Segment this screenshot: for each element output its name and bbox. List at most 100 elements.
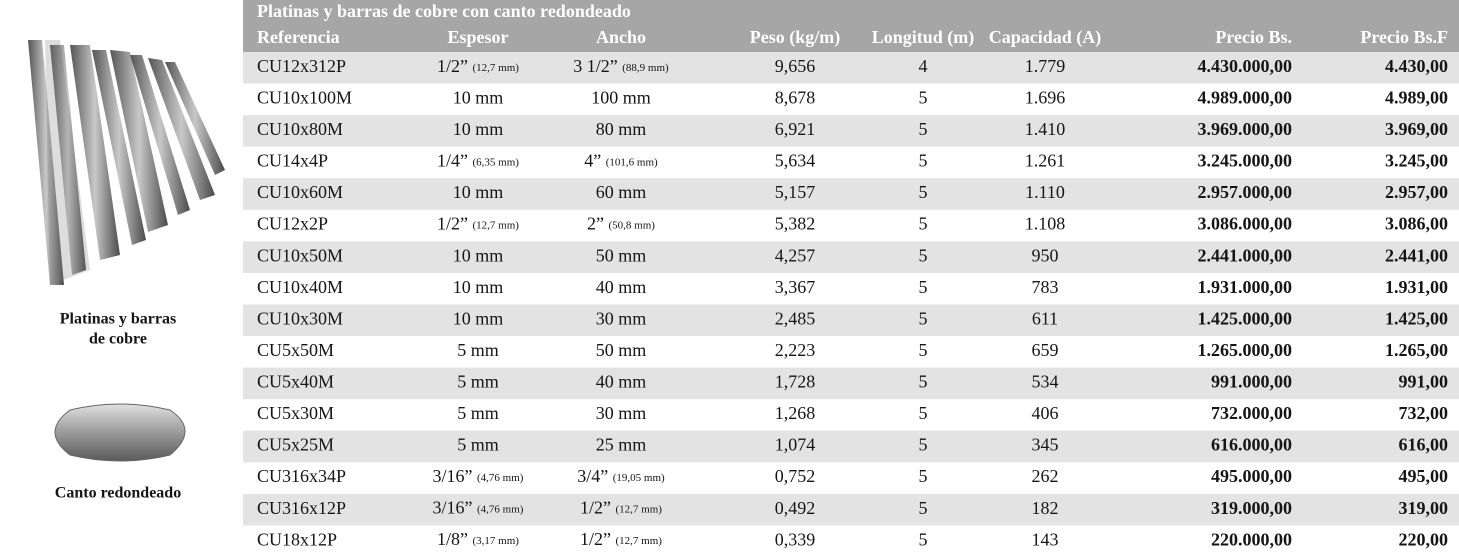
cell: 991.000,00 <box>1211 372 1292 392</box>
cell: 406 <box>1032 403 1059 423</box>
cell-note: (101,6 mm) <box>606 156 658 168</box>
cell: 10 mm <box>453 87 504 107</box>
cell: CU316x34P <box>257 466 346 486</box>
cell: 2,223 <box>775 340 816 360</box>
cell: 1,074 <box>775 435 816 455</box>
cell: 220,00 <box>1399 529 1449 549</box>
cell-note: (12,7 mm) <box>473 61 520 73</box>
cell: 1.696 <box>1025 87 1066 107</box>
cell: 3/16” (4,76 mm) <box>433 466 524 486</box>
cell: 4.989,00 <box>1385 87 1448 107</box>
cell: 5 <box>919 466 928 486</box>
cell: 5 <box>919 119 928 139</box>
cell: 659 <box>1032 340 1059 360</box>
cell: 1/8” (3,17 mm) <box>437 529 519 549</box>
column-header: Capacidad (A) <box>989 27 1102 48</box>
cell: 2.441,00 <box>1385 245 1448 265</box>
cell: 732,00 <box>1399 403 1449 423</box>
cell: 5 <box>919 403 928 423</box>
cell: 10 mm <box>453 119 504 139</box>
caption: Canto redondeado <box>55 485 181 502</box>
cell: 1.931.000,00 <box>1198 277 1293 297</box>
cell-note: (19,05 mm) <box>613 472 665 484</box>
cell-note: (4,76 mm) <box>477 472 524 484</box>
cell: 40 mm <box>596 277 647 297</box>
cell-note: (3,17 mm) <box>473 535 520 547</box>
cell: 182 <box>1032 498 1059 518</box>
cell: CU5x30M <box>257 403 334 423</box>
cell: CU10x100M <box>257 87 352 107</box>
cell: 991,00 <box>1399 372 1449 392</box>
cell: 100 mm <box>591 87 651 107</box>
cell: 1.110 <box>1025 182 1065 202</box>
cell: 2.957,00 <box>1385 182 1448 202</box>
cell: 1.265,00 <box>1385 340 1448 360</box>
cell: 9,656 <box>775 56 816 76</box>
rounded-edge-shape <box>55 404 185 461</box>
cell: 1/2” (12,7 mm) <box>437 214 519 234</box>
cell: 80 mm <box>596 119 647 139</box>
cell: 4.989.000,00 <box>1198 87 1293 107</box>
cell-note: (12,7 mm) <box>616 535 663 547</box>
cell: CU10x50M <box>257 245 343 265</box>
cell: 3.086.000,00 <box>1198 214 1293 234</box>
cell: 0,752 <box>775 466 816 486</box>
cell-main: 2” <box>587 214 604 234</box>
caption: de cobre <box>89 331 147 348</box>
cell: CU12x2P <box>257 214 328 234</box>
cell: 1.261 <box>1025 151 1066 171</box>
cell: CU5x25M <box>257 435 334 455</box>
cell: 5 <box>919 498 928 518</box>
cell: 10 mm <box>453 245 504 265</box>
cell-main: 3/16” <box>433 498 473 518</box>
cell: CU18x12P <box>257 529 337 549</box>
cell: CU10x80M <box>257 119 343 139</box>
cell: 2” (50,8 mm) <box>587 214 655 234</box>
cell: 1.108 <box>1025 214 1066 234</box>
cell: CU10x60M <box>257 182 343 202</box>
cell: 1/4” (6,35 mm) <box>437 151 519 171</box>
cell-note: (88,9 mm) <box>622 61 669 73</box>
caption: Platinas y barras <box>60 311 176 328</box>
column-header: Precio Bs. <box>1215 27 1292 47</box>
cell: 30 mm <box>596 308 647 328</box>
cell-note: (12,7 mm) <box>616 503 663 515</box>
cell: 5 <box>919 151 928 171</box>
cell: 534 <box>1032 372 1059 392</box>
cell: 1.265.000,00 <box>1198 340 1293 360</box>
cell: 3.086,00 <box>1385 214 1448 234</box>
cell: 5,157 <box>775 182 816 202</box>
cell: 5 <box>919 340 928 360</box>
cell: 10 mm <box>453 277 504 297</box>
cell: 495,00 <box>1399 466 1449 486</box>
cell: 60 mm <box>596 182 647 202</box>
cell: 3,367 <box>775 277 816 297</box>
cell: 5 <box>919 372 928 392</box>
cell-main: 1/8” <box>437 529 468 549</box>
cell: 4.430,00 <box>1385 56 1448 76</box>
cell-main: 4” <box>584 151 601 171</box>
cell-main: 3/4” <box>577 466 608 486</box>
cell: 5 <box>919 87 928 107</box>
cell: 3.245.000,00 <box>1198 151 1293 171</box>
cell-note: (6,35 mm) <box>473 156 520 168</box>
cell: 5 mm <box>457 340 499 360</box>
cell: 616,00 <box>1399 435 1449 455</box>
cell: 143 <box>1032 529 1059 549</box>
column-header: Peso (kg/m) <box>750 27 840 48</box>
cell: 5 <box>919 529 928 549</box>
column-header: Referencia <box>257 27 340 47</box>
cell-main: 1/4” <box>437 151 468 171</box>
column-header: Longitud (m) <box>872 27 975 48</box>
column-header: Precio Bs.F <box>1360 27 1448 47</box>
cell: 262 <box>1032 466 1059 486</box>
cell-note: (50,8 mm) <box>609 219 656 231</box>
cell: 50 mm <box>596 340 647 360</box>
cell: CU5x50M <box>257 340 334 360</box>
cell: 495.000,00 <box>1211 466 1292 486</box>
cell: 4,257 <box>775 245 816 265</box>
cell: 30 mm <box>596 403 647 423</box>
cell: 3.969.000,00 <box>1198 119 1293 139</box>
cell: 5 <box>919 182 928 202</box>
cell-main: 1/2” <box>437 214 468 234</box>
